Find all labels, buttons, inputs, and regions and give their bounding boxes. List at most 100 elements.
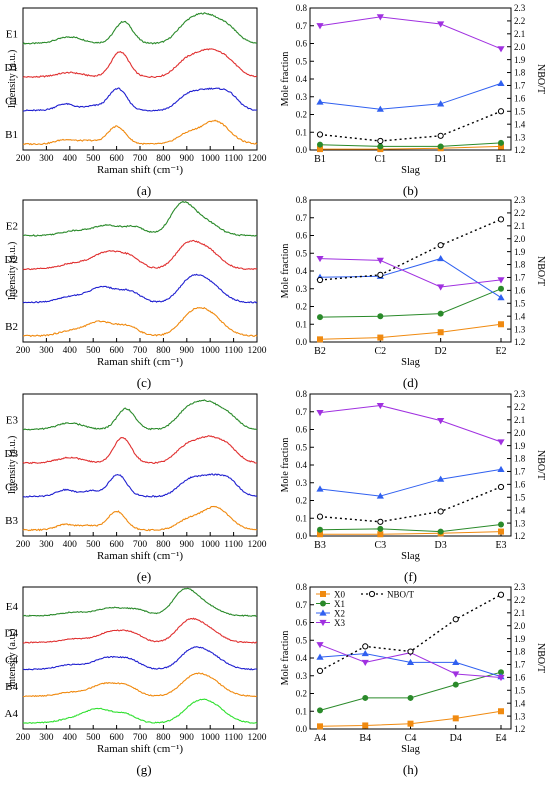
series-line-x1 xyxy=(319,288,502,318)
data-point xyxy=(361,659,369,667)
plot-frame xyxy=(22,393,258,537)
data-point xyxy=(317,336,323,343)
data-point xyxy=(437,418,445,425)
y-tick-label: 0.1 xyxy=(296,319,307,329)
x-tick-label: 800 xyxy=(156,540,171,550)
y2-tick-label: 1.5 xyxy=(514,106,526,116)
y-tick-label: 0.5 xyxy=(296,442,308,452)
data-point xyxy=(437,310,444,317)
data-point xyxy=(377,271,384,278)
legend-marker xyxy=(319,619,327,627)
x-tick-label: E3 xyxy=(495,540,506,551)
y-axis-label: Intensity (a.u.) xyxy=(7,242,18,301)
panel-label: (a) xyxy=(137,183,151,198)
y2-tick-label: 1.3 xyxy=(514,711,526,721)
series-line-nbo-t xyxy=(319,218,502,281)
data-point xyxy=(437,475,445,482)
y-axis-label: Mole fraction xyxy=(280,438,291,493)
mole-fraction-panel: 0.0 0.1 0.2 0.3 0.4 0.5 0.6 0.7 0.8 1.2 1.3 1.4 1.5 1… xyxy=(280,3,546,198)
data-point xyxy=(316,667,324,675)
y2-tick-label: 1.3 xyxy=(514,132,526,142)
data-point xyxy=(407,648,414,655)
y2-tick-label: 2.3 xyxy=(514,3,526,13)
x-tick-label: 300 xyxy=(39,540,54,550)
y2-tick-label: 2.0 xyxy=(514,42,526,52)
y2-tick-label: 1.7 xyxy=(514,660,526,670)
y2-tick-label: 1.2 xyxy=(514,145,525,155)
x-tick-label: E1 xyxy=(495,154,506,165)
y-tick-label: 0.3 xyxy=(296,92,308,102)
y-tick-label: 0.2 xyxy=(296,496,307,506)
spectrum-line-b1 xyxy=(22,119,258,146)
raman-panel: 200 300 400 500 600 700 800 900 1000 1100 1200 Rama… xyxy=(5,393,267,584)
data-point xyxy=(497,79,505,87)
data-point xyxy=(317,146,323,153)
data-point xyxy=(377,313,384,320)
x-tick-label: 900 xyxy=(180,540,195,550)
x-tick-label: C4 xyxy=(405,733,417,744)
data-point xyxy=(377,143,384,150)
x-axis-label: Raman shift (cm⁻¹) xyxy=(97,356,183,368)
x-tick-label: 1200 xyxy=(248,733,267,743)
y2-tick-label: 2.3 xyxy=(514,582,526,592)
series-label: E3 xyxy=(6,415,19,427)
x-tick-label: E4 xyxy=(495,733,506,744)
plot-frame xyxy=(309,199,512,343)
x-tick-label: B2 xyxy=(314,346,326,357)
data-point xyxy=(316,23,324,30)
data-point xyxy=(376,492,384,499)
plot-frame xyxy=(309,7,512,151)
y2-tick-label: 1.8 xyxy=(514,454,526,464)
y-tick-label: 0.2 xyxy=(296,689,307,699)
spectrum-line-a4 xyxy=(23,698,258,725)
panel-label: (f) xyxy=(404,569,417,584)
x-tick-label: C3 xyxy=(374,540,386,551)
x-axis-label: Raman shift (cm⁻¹) xyxy=(97,743,183,755)
x-tick-label: B3 xyxy=(314,540,326,551)
spectrum-line-c3 xyxy=(22,473,258,498)
mole-fraction-panel: 0.0 0.1 0.2 0.3 0.4 0.5 0.6 0.7 0.8 1.2 1.3 1.4 1.5 1… xyxy=(280,195,546,390)
x-tick-label: 1100 xyxy=(224,733,243,743)
y2-tick-label: 2.3 xyxy=(514,389,526,399)
data-point xyxy=(437,528,444,535)
y-tick-label: 0.7 xyxy=(296,213,308,223)
x-tick-label: 400 xyxy=(63,154,78,164)
data-point xyxy=(317,526,323,533)
y-tick-label: 0.7 xyxy=(296,21,308,31)
y2-tick-label: 1.6 xyxy=(514,673,526,683)
y-axis-label: Intensity (a.u.) xyxy=(7,50,18,109)
series-label: D4 xyxy=(5,628,19,640)
data-point xyxy=(498,669,504,676)
x-tick-label: 500 xyxy=(86,154,101,164)
data-point xyxy=(437,132,444,139)
x-tick-label: 300 xyxy=(39,733,54,743)
series-label: B3 xyxy=(5,515,18,527)
y2-tick-label: 1.5 xyxy=(514,492,526,502)
spectrum-line-b3 xyxy=(22,505,258,532)
series-label: B4 xyxy=(5,681,18,693)
y-tick-label: 0.6 xyxy=(296,425,308,435)
y2-tick-label: 2.1 xyxy=(514,415,525,425)
x-tick-label: A4 xyxy=(314,733,326,744)
panel-label: (d) xyxy=(403,375,418,390)
data-point xyxy=(362,643,369,650)
y-tick-label: 0.0 xyxy=(296,337,308,347)
data-point xyxy=(377,525,384,532)
data-point xyxy=(497,465,505,473)
series-line-x0 xyxy=(320,145,502,150)
legend-entry: X1 xyxy=(334,599,345,609)
x-tick-label: 800 xyxy=(156,154,171,164)
y-tick-label: 0.5 xyxy=(296,248,308,258)
plot-frame xyxy=(22,586,258,730)
x-axis-label: Slag xyxy=(401,165,420,176)
raman-panel: 200 300 400 500 600 700 800 900 1000 1100 1200 Rama… xyxy=(5,586,267,777)
y2-tick-label: 2.0 xyxy=(514,428,526,438)
y2-tick-label: 1.9 xyxy=(514,247,526,257)
spectrum-line-c4 xyxy=(22,646,258,671)
data-point xyxy=(362,722,369,729)
y2-tick-label: 1.9 xyxy=(514,55,526,65)
series-line-x2 xyxy=(319,258,502,299)
data-point xyxy=(452,715,459,722)
spectrum-line-d1 xyxy=(22,48,258,79)
x-tick-label: 1200 xyxy=(248,154,267,164)
